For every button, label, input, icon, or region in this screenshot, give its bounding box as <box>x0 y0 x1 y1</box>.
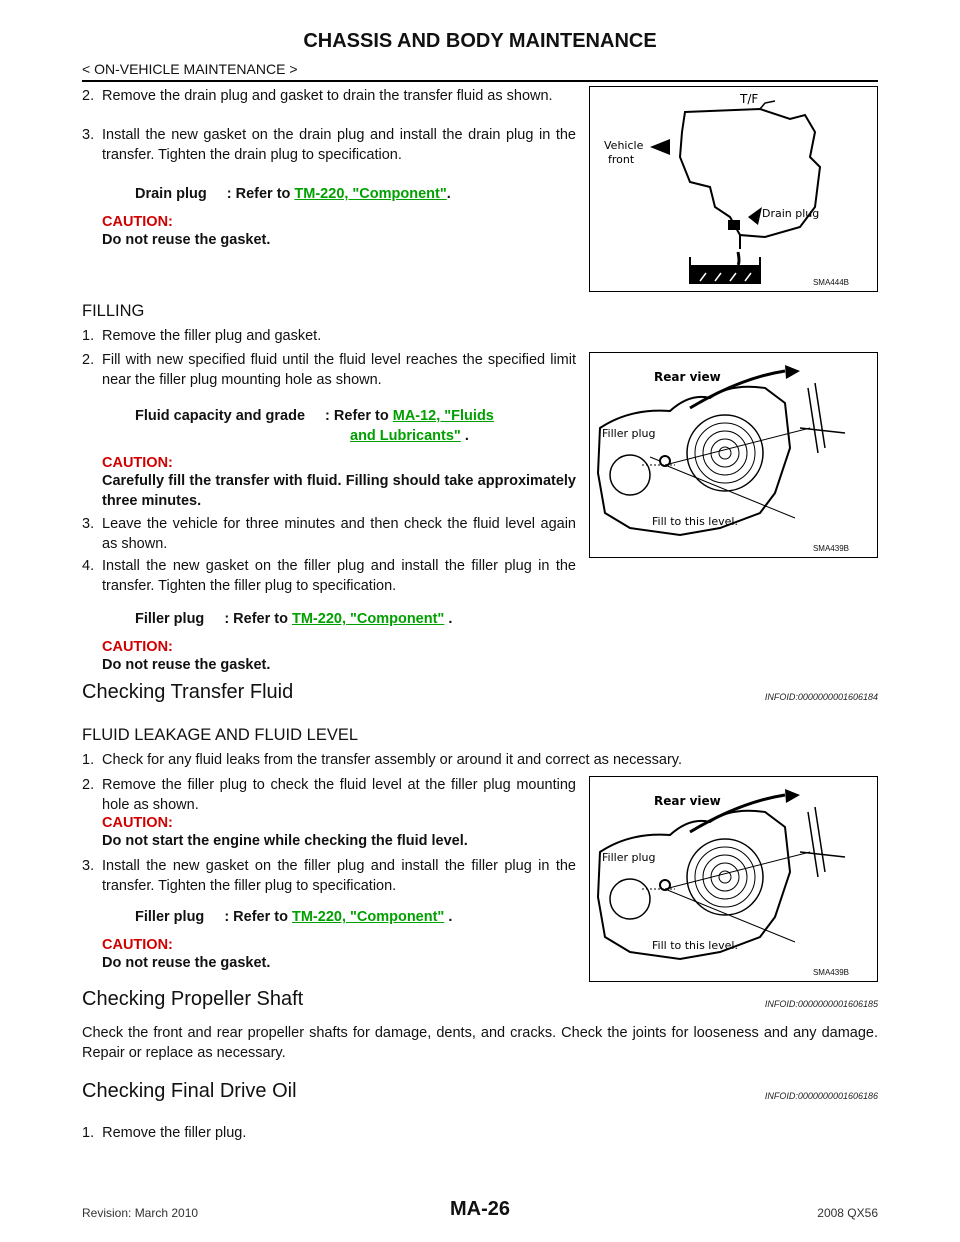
fill-level-diagram-2: Rear view Filler plug Fill to this level… <box>596 789 846 961</box>
tf-label: T/F <box>739 92 758 106</box>
figure-id: SMA439B <box>812 968 849 977</box>
check-step-2: 2. Remove the filler plug to check the f… <box>82 777 576 813</box>
fill-caution2-text: Do not reuse the gasket. <box>102 657 271 673</box>
check-caution2-text: Do not reuse the gasket. <box>102 955 271 971</box>
drain-caution-text: Do not reuse the gasket. <box>102 232 271 248</box>
drain-plug-spec: Drain plug : Refer to TM-220, "Component… <box>135 186 451 202</box>
propeller-shaft-text: Check the front and rear propeller shaft… <box>82 1025 878 1061</box>
figure-fill-level-2: Rear view Filler plug Fill to this level… <box>589 776 878 982</box>
drain-step-2: 2. Remove the drain plug and gasket to d… <box>82 88 553 104</box>
check-step-3: 3. Install the new gasket on the filler … <box>82 858 576 894</box>
fill-level-label: Fill to this level. <box>652 515 738 528</box>
fluid-capacity-spec: Fluid capacity and grade : Refer to MA-1… <box>135 408 494 424</box>
check-step-1: 1. Check for any fluid leaks from the tr… <box>82 752 682 768</box>
fill-caution1-text: Carefully fill the transfer with fluid. … <box>102 473 576 509</box>
check-filler-plug-spec: Filler plug : Refer to TM-220, "Componen… <box>135 909 453 925</box>
drain-plug-label: Drain plug <box>762 207 819 220</box>
drain-step-3: 3. Install the new gasket on the drain p… <box>82 127 576 163</box>
check-filler-plug-link[interactable]: TM-220, "Component" <box>292 909 445 925</box>
filler-plug-spec-link[interactable]: TM-220, "Component" <box>292 611 445 627</box>
info-id: INFOID:0000000001606184 <box>764 692 878 702</box>
fluid-capacity-link-1[interactable]: MA-12, "Fluids <box>392 408 494 424</box>
figure-id: SMA444B <box>812 278 849 287</box>
fluid-leakage-subheading: FLUID LEAKAGE AND FLUID LEVEL <box>82 726 359 744</box>
final-drive-oil-heading: Checking Final Drive Oil <box>82 1080 297 1102</box>
info-id: INFOID:0000000001606186 <box>764 1091 878 1101</box>
vehicle-front-label-1: Vehicle <box>604 139 644 152</box>
check-caution1-text: Do not start the engine while checking t… <box>102 833 468 849</box>
drain-caution-label: CAUTION: <box>102 214 173 230</box>
fluid-capacity-spec-cont: and Lubricants" . <box>350 428 469 444</box>
filler-plug-spec: Filler plug : Refer to TM-220, "Componen… <box>135 611 453 627</box>
rear-view-label: Rear view <box>654 794 721 808</box>
fill-step-1: 1. Remove the filler plug and gasket. <box>82 328 322 344</box>
figure-id: SMA439B <box>812 544 849 553</box>
fluid-capacity-link-2[interactable]: and Lubricants" <box>350 428 461 444</box>
filler-plug-label: Filler plug <box>602 427 655 440</box>
info-id: INFOID:0000000001606185 <box>764 999 878 1009</box>
figure-fill-level: Rear view Filler plug Fill to this level… <box>589 352 878 558</box>
fill-caution1-label: CAUTION: <box>102 455 173 471</box>
vehicle-front-label-2: front <box>608 153 635 166</box>
fill-level-label: Fill to this level. <box>652 939 738 952</box>
check-caution2-label: CAUTION: <box>102 937 173 953</box>
fill-step-3: 3. Leave the vehicle for three minutes a… <box>82 516 576 552</box>
checking-transfer-fluid-heading: Checking Transfer Fluid <box>82 681 294 703</box>
model-year: 2008 QX56 <box>817 1206 878 1220</box>
final-drive-step-1: 1. Remove the filler plug. <box>82 1125 247 1141</box>
drain-plug-spec-link[interactable]: TM-220, "Component" <box>294 186 447 202</box>
fill-caution2-label: CAUTION: <box>102 639 173 655</box>
check-caution1-label: CAUTION: <box>102 815 173 831</box>
fill-step-2: 2. Fill with new specified fluid until t… <box>82 352 576 388</box>
page-number: MA-26 <box>449 1198 510 1220</box>
revision-date: Revision: March 2010 <box>82 1206 199 1220</box>
rear-view-label: Rear view <box>654 370 721 384</box>
drain-plug-diagram: T/F Vehicle front Drain plug <box>604 92 822 284</box>
section-breadcrumb: < ON-VEHICLE MAINTENANCE > <box>82 61 298 77</box>
fill-level-diagram: Rear view Filler plug Fill to this level… <box>596 365 846 537</box>
propeller-shaft-heading: Checking Propeller Shaft <box>82 988 304 1010</box>
fill-step-4: 4. Install the new gasket on the filler … <box>82 558 576 594</box>
filling-heading: FILLING <box>82 302 145 320</box>
filler-plug-label: Filler plug <box>602 851 655 864</box>
figure-drain-plug: T/F Vehicle front Drain plug SMA444B <box>589 86 878 292</box>
page-title: CHASSIS AND BODY MAINTENANCE <box>303 30 657 52</box>
header-rule <box>82 80 878 82</box>
